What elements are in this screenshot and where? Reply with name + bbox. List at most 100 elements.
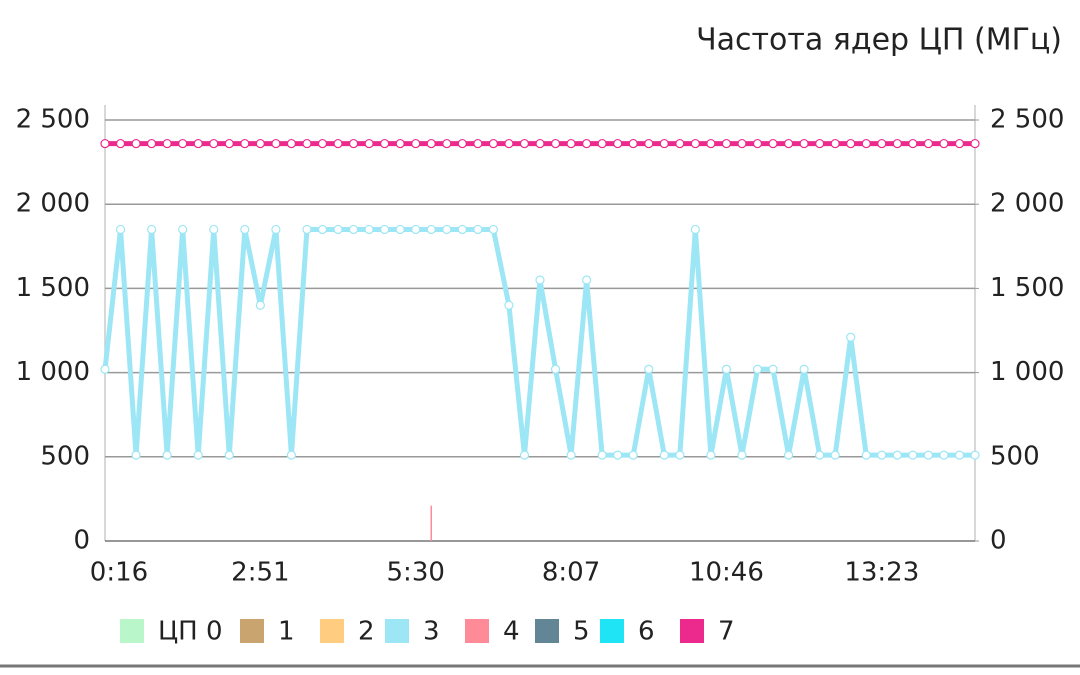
data-point [224, 138, 234, 149]
data-point [706, 450, 716, 460]
data-point [877, 138, 887, 149]
y2-tick-label: 2 000 [990, 189, 1064, 219]
data-point [364, 138, 374, 149]
data-point [131, 450, 141, 460]
legend-label: 4 [503, 617, 520, 647]
data-point [240, 138, 250, 149]
data-point [457, 224, 467, 235]
data-point [721, 364, 732, 374]
data-point [644, 138, 654, 149]
data-point [799, 138, 809, 149]
y2-tick-label: 0 [990, 526, 1007, 556]
data-point [286, 450, 297, 460]
data-point [147, 224, 157, 235]
data-point [411, 138, 421, 149]
data-point [380, 138, 390, 149]
x-tick-label: 5:30 [387, 558, 445, 588]
data-point [597, 450, 607, 460]
data-point [628, 450, 638, 460]
data-point [131, 138, 141, 149]
data-point [519, 450, 530, 460]
data-point [348, 138, 359, 149]
data-point [442, 138, 452, 149]
data-point [100, 364, 110, 374]
data-point [302, 138, 312, 149]
data-point [644, 364, 654, 374]
legend-swatch [680, 619, 704, 643]
data-point [659, 450, 669, 460]
data-point [659, 138, 669, 149]
data-point [566, 138, 576, 149]
data-point [333, 224, 343, 235]
data-point [690, 224, 700, 235]
data-point [115, 224, 126, 235]
data-point [271, 138, 281, 149]
data-point [690, 138, 700, 149]
data-point [519, 138, 530, 149]
data-point [473, 224, 483, 235]
data-point [954, 450, 965, 460]
x-tick-label: 10:46 [689, 558, 764, 588]
data-point [550, 364, 561, 374]
y2-tick-label: 1 500 [990, 273, 1064, 303]
data-point [737, 138, 747, 149]
data-point [566, 450, 576, 460]
data-point [255, 138, 265, 149]
data-point [162, 450, 172, 460]
data-point [255, 300, 265, 310]
data-point [178, 138, 188, 149]
legend-swatch [600, 619, 624, 643]
legend-swatch [385, 619, 409, 643]
data-point [488, 138, 498, 149]
data-point [846, 332, 856, 342]
data-point [675, 138, 685, 149]
data-point [333, 138, 343, 149]
data-point [209, 224, 219, 235]
data-point [613, 138, 623, 149]
data-point [783, 138, 794, 149]
data-point [193, 450, 203, 460]
data-point [892, 450, 902, 460]
legend-label: 2 [358, 617, 375, 647]
data-point [908, 138, 918, 149]
data-point [364, 224, 374, 235]
legend-label: 7 [718, 617, 735, 647]
data-point [908, 450, 918, 460]
x-tick-label: 0:16 [90, 558, 148, 588]
data-point [939, 138, 949, 149]
data-point [675, 450, 685, 460]
y-tick-label: 2 500 [16, 105, 90, 135]
data-point [799, 364, 809, 374]
data-point [768, 138, 778, 149]
legend-swatch [240, 619, 264, 643]
data-point [877, 450, 887, 460]
y-tick-label: 2 000 [16, 189, 90, 219]
data-point [317, 138, 328, 149]
data-point [162, 138, 172, 149]
data-point [240, 224, 250, 235]
x-tick-label: 13:23 [844, 558, 919, 588]
data-point [954, 138, 965, 149]
legend-swatch [465, 619, 489, 643]
data-point [892, 138, 902, 149]
data-point [582, 275, 592, 285]
data-point [923, 450, 933, 460]
data-point [737, 450, 747, 460]
data-point [861, 450, 871, 460]
y-tick-label: 500 [40, 441, 90, 471]
data-point [613, 450, 623, 460]
legend-label: 3 [423, 617, 440, 647]
y2-tick-label: 500 [990, 441, 1040, 471]
legend-label: 6 [638, 617, 655, 647]
data-point [302, 224, 312, 235]
data-point [224, 450, 234, 460]
y-tick-label: 1 500 [16, 273, 90, 303]
data-point [706, 138, 716, 149]
data-point [504, 300, 514, 310]
data-point [768, 364, 778, 374]
data-point [830, 138, 840, 149]
x-tick-label: 2:51 [231, 558, 289, 588]
data-point [752, 364, 763, 374]
